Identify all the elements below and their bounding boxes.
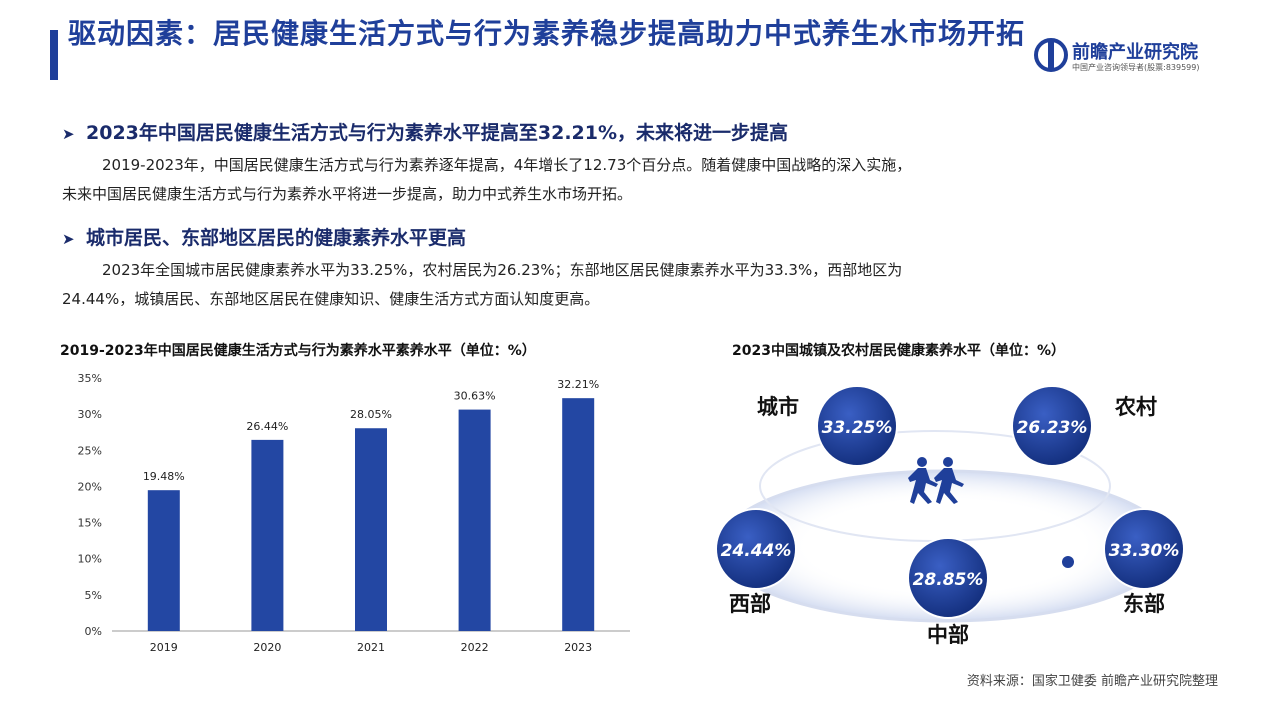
bubble-chart: 33.25% 城市 26.23% 农村 24.44% 西部 28.85% 中部 33.30% 东部 — [715, 385, 1185, 647]
bubble-label: 东部 — [1123, 592, 1165, 616]
logo: 前瞻产业研究院 中国产业咨询领导者(股票:839599) — [1034, 36, 1244, 78]
bar — [458, 409, 491, 631]
y-tick-label: 30% — [78, 408, 102, 421]
section-heading-2-text: 城市居民、东部地区居民的健康素养水平更高 — [86, 227, 467, 249]
logo-mark-icon — [1034, 38, 1068, 72]
bar-value-label: 26.44% — [246, 420, 288, 433]
title-accent-bar — [50, 30, 58, 80]
bar-value-label: 32.21% — [557, 378, 599, 391]
section-heading-2: ➤ 城市居民、东部地区居民的健康素养水平更高 — [62, 223, 466, 250]
y-tick-label: 20% — [78, 480, 102, 493]
x-tick-label: 2022 — [461, 641, 489, 654]
orbit-dot — [1062, 556, 1074, 568]
bubble-value: 24.44% — [721, 541, 792, 561]
paragraph-2-line-1: 2023年全国城市居民健康素养水平为33.25%，农村居民为26.23%；东部地… — [102, 261, 903, 279]
bubble — [1011, 385, 1093, 467]
bubble — [1103, 508, 1185, 590]
paragraph-2-line-2: 24.44%，城镇居民、东部地区居民在健康知识、健康生活方式方面认知度更高。 — [62, 290, 600, 308]
bubble-label: 西部 — [729, 592, 771, 616]
y-tick-label: 25% — [78, 444, 102, 457]
bar — [251, 439, 284, 631]
x-tick-label: 2023 — [564, 641, 592, 654]
running-people-icon — [908, 457, 964, 504]
bubble-value: 33.25% — [822, 418, 893, 438]
arrow-bullet-icon: ➤ — [62, 230, 75, 248]
x-tick-label: 2021 — [357, 641, 385, 654]
bar — [355, 428, 387, 631]
page-title: 驱动因素：居民健康生活方式与行为素养稳步提高助力中式养生水市场开拓 — [68, 17, 1026, 50]
section-heading-1: ➤ 2023年中国居民健康生活方式与行为素养水平提高至32.21%，未来将进一步提… — [62, 118, 788, 145]
x-tick-label: 2020 — [253, 641, 281, 654]
bar-value-label: 28.05% — [350, 408, 392, 421]
logo-subtitle: 中国产业咨询领导者(股票:839599) — [1072, 63, 1200, 72]
bar-value-label: 30.63% — [454, 390, 496, 403]
bar — [147, 490, 180, 631]
y-tick-label: 35% — [78, 372, 102, 385]
bar-chart: 0% 5% 10% 15% 20% 25% 30% 35% 19.48% 2019 26.44% 20… — [78, 372, 630, 654]
y-tick-label: 15% — [78, 517, 102, 530]
bubble — [715, 508, 797, 590]
bubble — [816, 385, 898, 467]
bubble-chart-title: 2023中国城镇及农村居民健康素养水平（单位：%） — [732, 343, 1065, 359]
x-tick-label: 2019 — [150, 641, 178, 654]
bubble — [907, 537, 989, 619]
section-paragraph-2: 2023年全国城市居民健康素养水平为33.25%，农村居民为26.23%；东部地… — [62, 256, 1222, 314]
bubble-label: 农村 — [1114, 395, 1157, 419]
section-heading-1-text: 2023年中国居民健康生活方式与行为素养水平提高至32.21%，未来将进一步提高 — [86, 122, 789, 144]
bar-chart-title: 2019-2023年中国居民健康生活方式与行为素养水平素养水平（单位：%） — [60, 343, 536, 359]
bar — [562, 398, 595, 631]
paragraph-1-line-1: 2019-2023年，中国居民健康生活方式与行为素养逐年提高，4年增长了12.7… — [102, 156, 912, 174]
paragraph-1-line-2: 未来中国居民健康生活方式与行为素养水平将进一步提高，助力中式养生水市场开拓。 — [62, 185, 633, 203]
source-note: 资料来源：国家卫健委 前瞻产业研究院整理 — [966, 674, 1218, 689]
bubble-value: 26.23% — [1017, 418, 1088, 438]
y-tick-label: 10% — [78, 553, 102, 566]
y-tick-label: 5% — [85, 589, 102, 602]
section-paragraph-1: 2019-2023年，中国居民健康生活方式与行为素养逐年提高，4年增长了12.7… — [62, 151, 1222, 209]
bubble-value: 28.85% — [913, 570, 984, 590]
bubble-label: 城市 — [757, 395, 799, 419]
logo-name: 前瞻产业研究院 — [1072, 42, 1198, 63]
arrow-bullet-icon: ➤ — [62, 125, 75, 143]
y-tick-label: 0% — [85, 625, 102, 638]
bubble-value: 33.30% — [1109, 541, 1180, 561]
bubble-label: 中部 — [927, 623, 969, 647]
bar-value-label: 19.48% — [143, 470, 185, 483]
